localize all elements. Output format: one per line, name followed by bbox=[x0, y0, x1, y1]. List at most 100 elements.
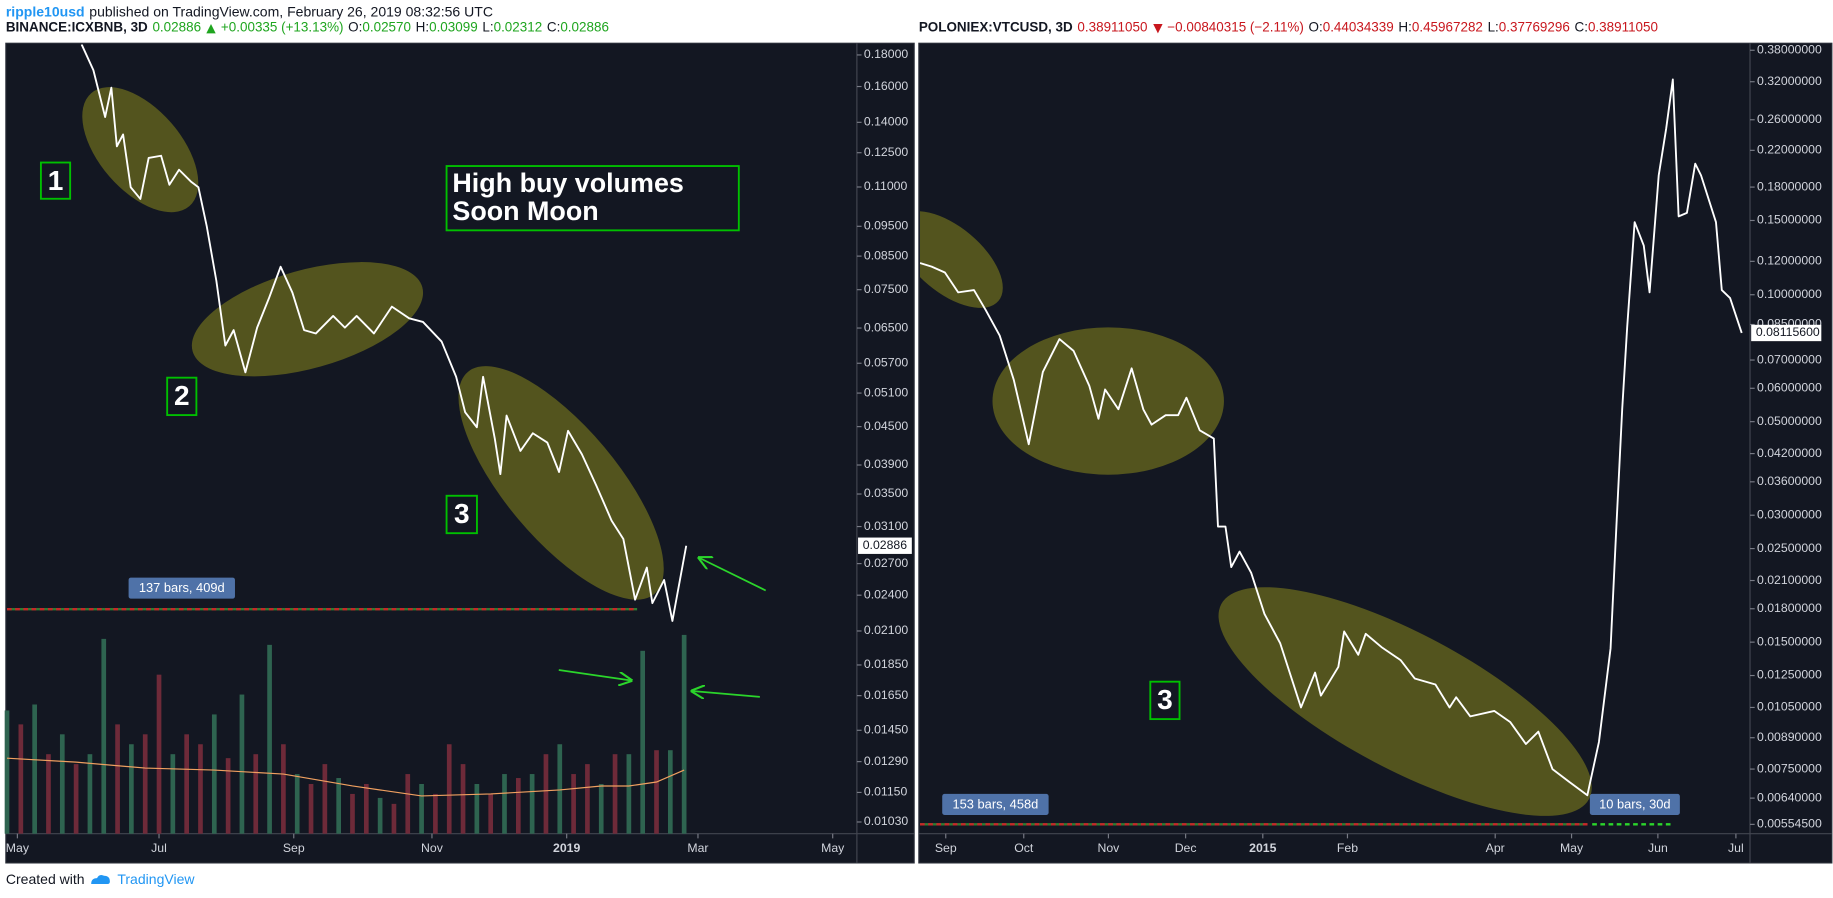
highlight-ellipse bbox=[992, 327, 1224, 475]
volume-bar bbox=[502, 774, 507, 834]
volume-bar bbox=[626, 754, 632, 834]
created-with: Created with bbox=[5, 871, 85, 888]
ohlc-item: C:0.38911050 bbox=[1575, 21, 1658, 35]
y-tick-label: 0.03600000 bbox=[1757, 474, 1822, 488]
x-tick-label: Dec bbox=[1175, 841, 1197, 855]
volume-bar bbox=[211, 714, 217, 834]
y-tick-label: 0.08500 bbox=[864, 248, 909, 262]
y-tick-label: 0.38000000 bbox=[1757, 42, 1822, 56]
y-tick-label: 0.01250000 bbox=[1757, 668, 1822, 682]
y-tick-label: 0.00750000 bbox=[1757, 761, 1822, 775]
change-arrow bbox=[1152, 23, 1163, 33]
measure-label-box bbox=[128, 577, 235, 599]
y-tick-label: 0.26000000 bbox=[1757, 112, 1822, 126]
symbol-legend: POLONIEX:VTCUSD, 3D 0.38911050 −0.008403… bbox=[919, 21, 1658, 35]
highlight-ellipse bbox=[191, 262, 424, 377]
last-price-box bbox=[1751, 324, 1822, 342]
drawings bbox=[82, 87, 664, 600]
volume-bar bbox=[640, 650, 646, 834]
volume-bar bbox=[239, 694, 245, 834]
y-tick-label: 0.06000000 bbox=[1757, 381, 1822, 395]
change-arrow-icon bbox=[1152, 23, 1163, 33]
measure-label-box bbox=[942, 793, 1049, 815]
y-tick-label: 0.16000 bbox=[864, 79, 909, 93]
label-box bbox=[1149, 680, 1181, 721]
y-tick-label: 0.15000000 bbox=[1757, 213, 1822, 227]
volume-bar bbox=[46, 754, 51, 834]
symbol-name: BINANCE:ICXBNB, 3D bbox=[5, 21, 148, 36]
x-tick-label: Jul bbox=[1728, 841, 1744, 855]
ohlc: O:0.44034339 H:0.45967282 L:0.37769296 C:0.… bbox=[1309, 21, 1658, 35]
volume-bar bbox=[115, 724, 120, 834]
volume-bar bbox=[654, 750, 659, 834]
x-tick-label: Sep bbox=[283, 841, 305, 855]
annotation-label: 3 bbox=[1157, 684, 1173, 715]
volume-bar bbox=[585, 764, 590, 834]
volume-bar bbox=[474, 783, 480, 834]
y-tick-label: 0.01290 bbox=[864, 754, 909, 768]
volume-bar bbox=[488, 793, 494, 834]
brand-logo bbox=[91, 875, 111, 884]
volume-bar bbox=[87, 754, 93, 834]
y-tick-label: 0.22000000 bbox=[1757, 143, 1822, 157]
publish-info: published on TradingView.com, February 2… bbox=[89, 3, 493, 20]
price-line bbox=[80, 44, 688, 622]
arrow bbox=[558, 669, 631, 681]
annotation-label: 2 bbox=[174, 380, 190, 411]
label-box bbox=[39, 161, 72, 200]
ohlc-value: 0.02570 bbox=[362, 21, 411, 36]
ohlc-value: 0.38911050 bbox=[1587, 21, 1658, 36]
y-tick-label: 0.10000000 bbox=[1757, 287, 1822, 301]
y-tick-label: 0.02100000 bbox=[1757, 573, 1822, 587]
volume-bar bbox=[198, 744, 203, 834]
y-tick-label: 0.06500 bbox=[864, 320, 909, 334]
price-line bbox=[920, 78, 1743, 797]
highlight-ellipse bbox=[920, 211, 1003, 308]
price-change: −0.00840315 (−2.11%) bbox=[1167, 21, 1304, 36]
last-price-box bbox=[858, 537, 912, 554]
volume-bar bbox=[350, 793, 355, 834]
volume-bar bbox=[4, 710, 10, 834]
ohlc-item: O:0.02570 bbox=[348, 21, 411, 35]
volume-bar bbox=[557, 744, 563, 834]
volume-bar bbox=[184, 734, 189, 834]
ohlc-label: L: bbox=[1487, 21, 1499, 36]
volume-bar bbox=[281, 744, 286, 834]
x-tick-label: Jun bbox=[1648, 841, 1668, 855]
volume-bar bbox=[322, 764, 328, 834]
arrow bbox=[692, 691, 760, 697]
y-tick-label: 0.01450 bbox=[864, 723, 909, 737]
volume-bar bbox=[681, 634, 687, 834]
y-tick-label: 0.11000 bbox=[864, 179, 908, 193]
x-tick-label: Mar bbox=[687, 841, 708, 855]
ohlc-value: 0.37769296 bbox=[1498, 21, 1570, 36]
y-tick-label: 0.04200000 bbox=[1757, 446, 1822, 460]
brand-link[interactable]: TradingView bbox=[117, 871, 195, 888]
author-link[interactable]: ripple10usd bbox=[5, 3, 85, 20]
volume-bar bbox=[433, 793, 438, 834]
ohlc-item: O:0.44034339 bbox=[1309, 21, 1394, 35]
y-tick-label: 0.14000 bbox=[864, 115, 909, 129]
volume-bar bbox=[308, 783, 314, 834]
measure-label: 137 bars, 409d bbox=[139, 580, 225, 595]
volume-ma bbox=[6, 757, 685, 797]
volume-bar bbox=[129, 744, 134, 834]
volume-bar bbox=[598, 783, 604, 834]
ohlc-item: C:0.02886 bbox=[547, 21, 609, 35]
volume-bar bbox=[101, 638, 107, 834]
ohlc-item: H:0.03099 bbox=[416, 21, 478, 35]
annotation-note: High buy volumes bbox=[452, 168, 683, 198]
x-tick-label: Jul bbox=[151, 841, 167, 855]
x-tick-label: Apr bbox=[1486, 841, 1505, 855]
note-box bbox=[445, 165, 740, 232]
annotation-label: 1 bbox=[48, 165, 64, 196]
y-tick-label: 0.18000 bbox=[864, 47, 909, 61]
y-tick-label: 0.01150 bbox=[864, 785, 908, 799]
y-tick-label: 0.18000000 bbox=[1757, 179, 1822, 193]
highlight-ellipse bbox=[82, 87, 199, 213]
ohlc-value: 0.02312 bbox=[493, 21, 543, 36]
y-tick-label: 0.01030 bbox=[864, 814, 909, 828]
symbol-legend: BINANCE:ICXBNB, 3D 0.02886 +0.00335 (+13… bbox=[6, 21, 609, 35]
